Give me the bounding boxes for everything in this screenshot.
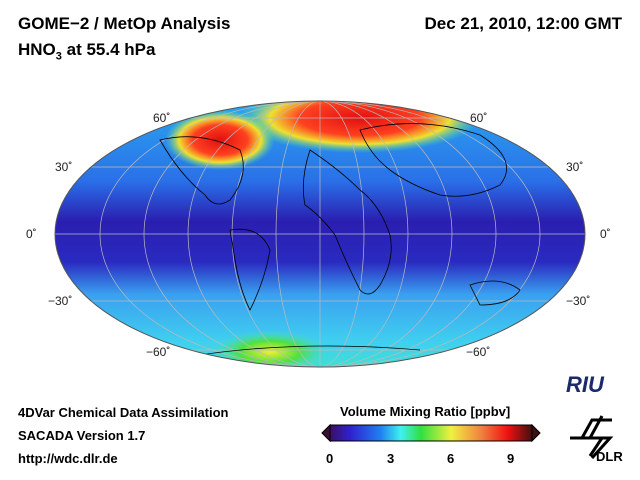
colorbar <box>321 423 541 443</box>
footer-url[interactable]: http://wdc.dlr.de <box>18 451 118 466</box>
high-hno3-region <box>165 110 275 170</box>
lat-label-60n-right: 60˚ <box>470 111 488 125</box>
colorbar-tick-9: 9 <box>507 451 515 466</box>
lat-label-60n-left: 60˚ <box>153 111 171 125</box>
species-main: HNO <box>18 40 56 59</box>
footer-line-2: SACADA Version 1.7 <box>18 428 146 443</box>
lat-label-30n-left: 30˚ <box>55 160 73 174</box>
lat-label-60s-left: −60˚ <box>146 345 171 359</box>
colorbar-tick-6: 6 <box>447 451 455 466</box>
lat-label-eq-right: 0˚ <box>600 227 611 241</box>
datetime: Dec 21, 2010, 12:00 GMT <box>424 14 622 33</box>
coastlines <box>159 123 521 356</box>
species-sub: 3 <box>55 50 62 63</box>
map-field <box>55 101 585 367</box>
dlr-logo-icon <box>570 415 614 460</box>
dlr-logo-text: DLR <box>596 449 623 464</box>
species-rest: at 55.4 hPa <box>61 40 156 59</box>
riu-logo: RIU <box>566 372 604 397</box>
map-title: GOME−2 / MetOp Analysis <box>18 14 231 33</box>
lat-label-30s-right: −30˚ <box>566 294 591 308</box>
colorbar-tick-0: 0 <box>326 451 334 466</box>
colorbar-title: Volume Mixing Ratio [ppbv] <box>340 404 511 419</box>
footer-line-1: 4DVar Chemical Data Assimilation <box>18 405 229 420</box>
lat-label-eq-left: 0˚ <box>26 227 37 241</box>
lat-label-30n-right: 30˚ <box>566 160 584 174</box>
map-border <box>54 100 586 368</box>
lat-label-30s-left: −30˚ <box>48 294 73 308</box>
colorbar-tick-3: 3 <box>387 451 395 466</box>
graticule <box>55 101 585 367</box>
lat-label-60s-right: −60˚ <box>466 345 491 359</box>
species-label: HNO3 at 55.4 hPa <box>18 40 155 62</box>
